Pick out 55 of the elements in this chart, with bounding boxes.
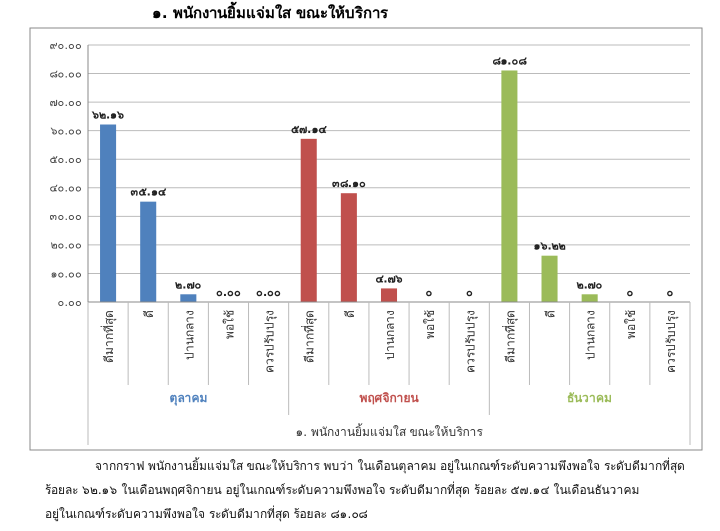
- data-label: ๔.๗๖: [375, 272, 403, 286]
- bar: [380, 288, 398, 302]
- x-tick-label: พอใช้: [222, 310, 236, 339]
- x-tick-label: ดี: [544, 310, 558, 318]
- data-label: ๖๒.๑๖: [90, 108, 124, 122]
- y-tick-label: ๙๐.๐๐: [50, 38, 82, 52]
- y-tick-label: ๔๐.๐๐: [50, 182, 82, 195]
- bar: [340, 193, 357, 302]
- data-label: ๑๖.๒๒: [533, 240, 566, 253]
- y-tick-label: ๗๐.๐๐: [50, 96, 82, 109]
- text: ธันวาคม: [567, 391, 612, 405]
- bar: [180, 294, 196, 302]
- y-tick-label: ๓๐.๐๐: [50, 210, 82, 224]
- x-tick-label: ดีมากที่สุด: [501, 310, 518, 363]
- bar: [300, 138, 317, 302]
- bar: [501, 70, 518, 302]
- x-tick-label: พอใช้: [624, 310, 638, 339]
- x-tick-label: ปานกลาง: [182, 310, 196, 360]
- x-tick-label: ควรปรับปรุง: [664, 310, 679, 373]
- bar: [542, 256, 558, 302]
- data-label: ๐: [626, 286, 634, 299]
- data-label: ๕๗.๑๔: [291, 122, 328, 136]
- data-label: ๐.๐๐: [216, 286, 242, 299]
- y-tick-label: ๖๐.๐๐: [50, 124, 82, 138]
- x-tick-label: ดีมากที่สุด: [300, 310, 318, 363]
- data-label: ๐.๐๐: [256, 286, 282, 299]
- x-tick-label: ดี: [142, 310, 156, 318]
- y-tick-label: ๒๐.๐๐: [50, 238, 82, 252]
- y-tick-label: ๐.๐๐: [58, 296, 82, 309]
- y-tick-label: ๑๐.๐๐: [50, 267, 82, 280]
- bar: [140, 202, 156, 302]
- y-tick-label: ๕๐.๐๐: [50, 153, 82, 166]
- x-tick-label: ดี: [342, 310, 357, 318]
- text: จากกราฟ พนักงานยิ้มแจ่มใส ขณะให้บริการ พบว่า ในเดือนตุลาคม อยู่ในเกณฑ์ระดับความพึงพอใจ ระดับดีมากที่สุด ร้อยละ ๖๒.๑๖ ในเดือนพฤศจิกายน อยู่ในเกณฑ์ระดับความพึงพอใจ ระดับดีมากที่สุด ร้อยละ ๕๗.๑๔ ในเดือนธันวาคม อยู่ในเกณฑ์ระดับความพึงพอใจ ระดับดีมากที่สุด ร้อยละ ๘๑.๐๘: [45, 457, 685, 522]
- x-tick-label: ปานกลาง: [584, 310, 598, 360]
- data-label: ๒.๗๐: [175, 278, 202, 292]
- data-label: ๒.๗๐: [576, 278, 603, 292]
- x-axis-title: ๑. พนักงานยิ้มแจ่มใส ขณะให้บริการ: [295, 423, 484, 439]
- x-tick-label: ปานกลาง: [383, 310, 397, 360]
- bar: [100, 124, 116, 302]
- bar: [582, 294, 598, 302]
- x-tick-label: ควรปรับปรุง: [463, 310, 478, 373]
- data-label: ๐: [426, 286, 433, 299]
- data-label: ๘๑.๐๘: [492, 54, 528, 68]
- x-tick-label: พอใช้: [423, 310, 438, 339]
- y-tick-label: ๘๐.๐๐: [50, 67, 82, 80]
- chart-title: ๑. พนักงานยิ้มแจ่มใส ขณะให้บริการ: [152, 1, 390, 22]
- data-label: ๓๕.๑๔: [130, 186, 167, 199]
- data-label: ๓๘.๑๐: [332, 177, 366, 190]
- text: พฤศจิกายน: [360, 391, 420, 405]
- data-label: ๐: [666, 286, 674, 299]
- text: ตุลาคม: [169, 391, 208, 406]
- x-tick-label: ควรปรับปรุง: [262, 310, 278, 373]
- data-label: ๐: [466, 286, 473, 299]
- x-tick-label: ดีมากที่สุด: [100, 310, 118, 363]
